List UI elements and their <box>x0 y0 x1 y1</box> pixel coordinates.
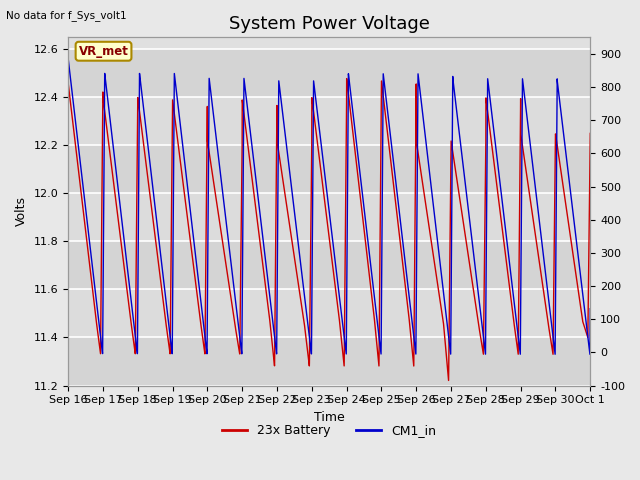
Text: VR_met: VR_met <box>79 45 129 58</box>
Bar <box>68 193 590 241</box>
Legend: 23x Battery, CM1_in: 23x Battery, CM1_in <box>218 419 441 442</box>
Bar <box>68 241 590 289</box>
Bar <box>68 289 590 337</box>
Bar <box>68 49 590 97</box>
Title: System Power Voltage: System Power Voltage <box>228 15 429 33</box>
Text: No data for f_Sys_volt1: No data for f_Sys_volt1 <box>6 10 127 21</box>
X-axis label: Time: Time <box>314 411 344 424</box>
Y-axis label: Volts: Volts <box>15 196 28 227</box>
Bar <box>68 337 590 385</box>
Bar <box>68 145 590 193</box>
Bar <box>68 97 590 145</box>
